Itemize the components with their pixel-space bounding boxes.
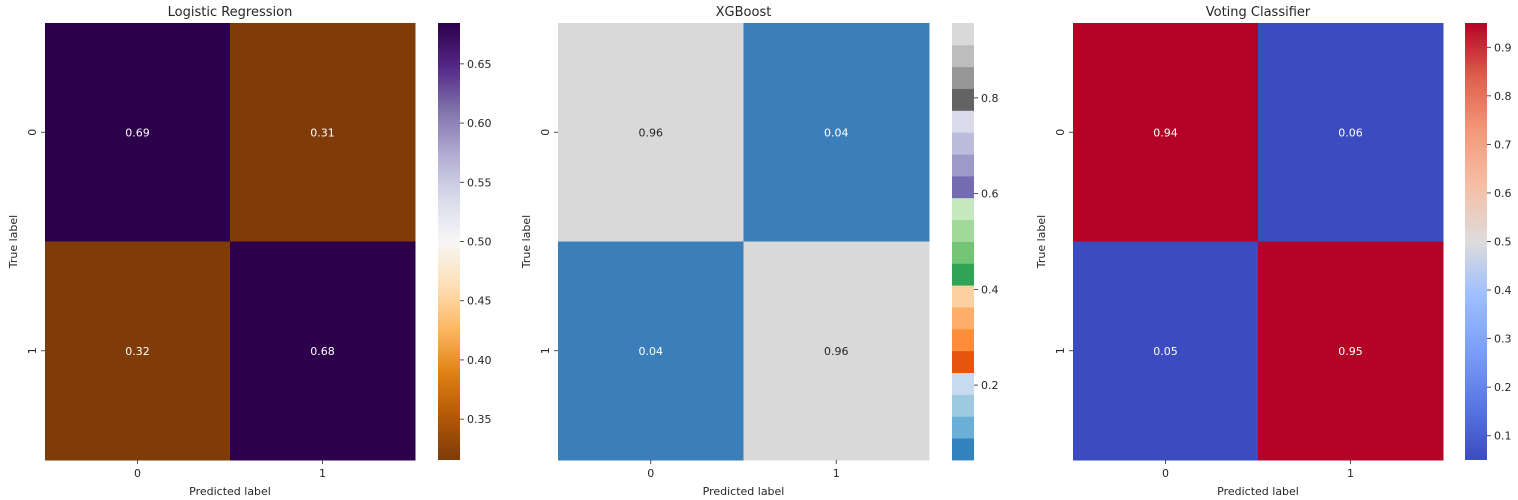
colorbar-tick-label: 0.55 (467, 176, 492, 189)
colorbar-segment (952, 416, 974, 439)
colorbar-segment (952, 350, 974, 373)
heatmap-cell (1258, 23, 1444, 242)
colorbar-segment (952, 154, 974, 177)
colorbar-segment (952, 197, 974, 221)
colorbar-tick-label: 0.3 (1494, 333, 1512, 346)
y-axis-label: True label (7, 215, 20, 269)
colorbar-tick-label: 0.35 (467, 413, 492, 426)
colorbar-tick-label: 0.45 (467, 295, 492, 308)
cell-value-label: 0.04 (639, 345, 664, 358)
colorbar-segment (952, 328, 974, 352)
chart-title: XGBoost (716, 5, 772, 20)
colorbar-gradient (1465, 23, 1487, 460)
colorbar-tick-label: 0.6 (1494, 187, 1512, 200)
cell-value-label: 0.95 (1338, 345, 1363, 358)
x-axis-label: Predicted label (703, 485, 785, 498)
heatmap-panel-xgboost: XGBoost 0.96 0.04 0.04 0.96 0 1 0 1 Predicted lab… (520, 5, 999, 498)
cell-value-label: 0.32 (125, 345, 150, 358)
heatmap-panel-logistic-regression: Logistic Regression 0.69 0.31 0.32 0.68 0 1 0 1 P… (7, 5, 492, 498)
y-tick-label: 1 (539, 347, 552, 354)
cell-value-label: 0.04 (824, 126, 849, 139)
heatmap-cell (45, 23, 231, 242)
colorbar-segment (952, 219, 974, 242)
heatmap-cell (558, 241, 744, 461)
colorbar-segment (952, 307, 974, 330)
cell-value-label: 0.05 (1153, 345, 1178, 358)
colorbar-segment (952, 263, 974, 286)
colorbar-tick-label: 0.2 (1494, 381, 1512, 394)
colorbar-gradient (438, 23, 460, 460)
colorbar-tick-label: 0.40 (467, 354, 492, 367)
colorbar: 0.2 0.4 0.6 0.8 (952, 23, 999, 461)
colorbar-tick-label: 0.7 (1494, 138, 1512, 151)
colorbar-tick-label: 0.4 (981, 283, 999, 296)
y-tick-label: 1 (1054, 347, 1067, 354)
colorbar-segment (952, 132, 974, 155)
x-tick-label: 1 (833, 467, 840, 480)
x-tick-label: 1 (319, 467, 326, 480)
cell-value-label: 0.94 (1153, 126, 1178, 139)
chart-title: Voting Classifier (1206, 5, 1311, 20)
colorbar-segment (952, 285, 974, 308)
y-axis-label: True label (520, 215, 533, 269)
colorbar-tick-label: 0.8 (981, 92, 999, 105)
heatmap-cell (558, 23, 744, 242)
cell-value-label: 0.96 (639, 126, 664, 139)
colorbar-segment (952, 372, 974, 395)
heatmap-cell (743, 23, 930, 242)
x-tick-label: 1 (1347, 467, 1354, 480)
cell-value-label: 0.69 (125, 126, 150, 139)
heatmap-panel-voting-classifier: Voting Classifier 0.94 0.06 0.05 0.95 0 1 0 1 Pre… (1035, 5, 1512, 498)
colorbar-tick-label: 0.8 (1494, 90, 1512, 103)
colorbar-tick-label: 0.2 (981, 379, 999, 392)
cell-value-label: 0.96 (824, 345, 849, 358)
x-tick-label: 0 (647, 467, 654, 480)
heatmap-cell (230, 23, 416, 242)
colorbar-tick-label: 0.60 (467, 117, 492, 130)
y-tick-label: 0 (1054, 129, 1067, 136)
heatmap-cell (230, 241, 416, 461)
colorbar-tick-label: 0.6 (981, 188, 999, 201)
colorbar-tick-label: 0.65 (467, 58, 492, 71)
colorbar-segment (952, 23, 974, 46)
colorbar-tick-label: 0.9 (1494, 41, 1512, 54)
colorbar-tick-label: 0.50 (467, 236, 492, 249)
colorbar-segment (952, 110, 974, 133)
colorbar-tick-label: 0.5 (1494, 236, 1512, 249)
cell-value-label: 0.68 (310, 345, 335, 358)
colorbar-segment (952, 394, 974, 417)
cell-value-label: 0.31 (310, 126, 335, 139)
x-tick-label: 0 (1162, 467, 1169, 480)
y-tick-label: 0 (539, 129, 552, 136)
colorbar-segment (952, 175, 974, 199)
colorbar: 0.35 0.40 0.45 0.50 0.55 0.60 0.65 (438, 23, 492, 460)
colorbar-segment (952, 241, 974, 264)
heatmap-cell (1073, 241, 1259, 461)
x-axis-label: Predicted label (1217, 485, 1299, 498)
colorbar-segment (952, 88, 974, 111)
colorbar-segment (952, 438, 974, 461)
x-tick-label: 0 (134, 467, 141, 480)
heatmap-cell (45, 241, 231, 461)
y-axis-label: True label (1035, 215, 1048, 269)
y-tick-label: 0 (26, 129, 39, 136)
y-tick-label: 1 (26, 347, 39, 354)
colorbar-segment (952, 66, 974, 89)
colorbar-tick-label: 0.1 (1494, 430, 1512, 443)
chart-title: Logistic Regression (168, 5, 293, 20)
heatmap-cell (743, 241, 930, 461)
heatmap-cell (1258, 241, 1444, 461)
colorbar-tick-label: 0.4 (1494, 284, 1512, 297)
colorbar: 0.1 0.2 0.3 0.4 0.5 0.6 0.7 0.8 0.9 (1465, 23, 1512, 460)
x-axis-label: Predicted label (189, 485, 271, 498)
cell-value-label: 0.06 (1338, 126, 1363, 139)
colorbar-segment (952, 44, 974, 68)
heatmap-cell (1073, 23, 1259, 242)
